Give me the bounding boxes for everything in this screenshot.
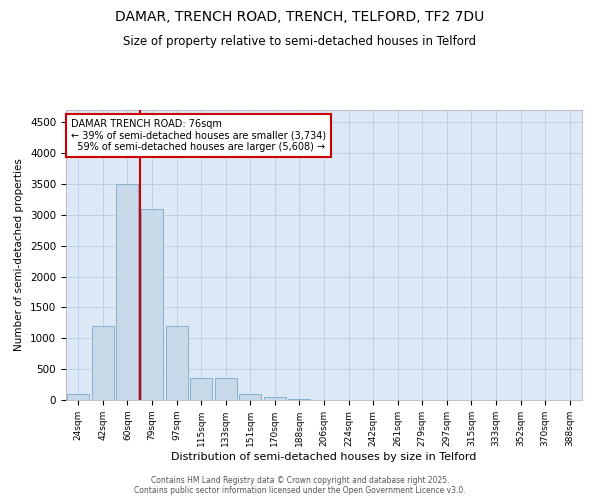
Text: Contains HM Land Registry data © Crown copyright and database right 2025.
Contai: Contains HM Land Registry data © Crown c… [134, 476, 466, 495]
Y-axis label: Number of semi-detached properties: Number of semi-detached properties [14, 158, 25, 352]
Bar [264, 397, 286, 400]
Bar [166, 326, 188, 400]
Bar [92, 326, 114, 400]
Text: DAMAR, TRENCH ROAD, TRENCH, TELFORD, TF2 7DU: DAMAR, TRENCH ROAD, TRENCH, TELFORD, TF2… [115, 10, 485, 24]
Bar [215, 378, 237, 400]
Bar [239, 394, 262, 400]
Bar [190, 378, 212, 400]
Text: Size of property relative to semi-detached houses in Telford: Size of property relative to semi-detach… [124, 35, 476, 48]
Bar [67, 394, 89, 400]
Text: DAMAR TRENCH ROAD: 76sqm
← 39% of semi-detached houses are smaller (3,734)
  59%: DAMAR TRENCH ROAD: 76sqm ← 39% of semi-d… [71, 118, 326, 152]
Bar [141, 208, 163, 400]
Bar [289, 399, 310, 400]
X-axis label: Distribution of semi-detached houses by size in Telford: Distribution of semi-detached houses by … [172, 452, 476, 462]
Bar [116, 184, 139, 400]
